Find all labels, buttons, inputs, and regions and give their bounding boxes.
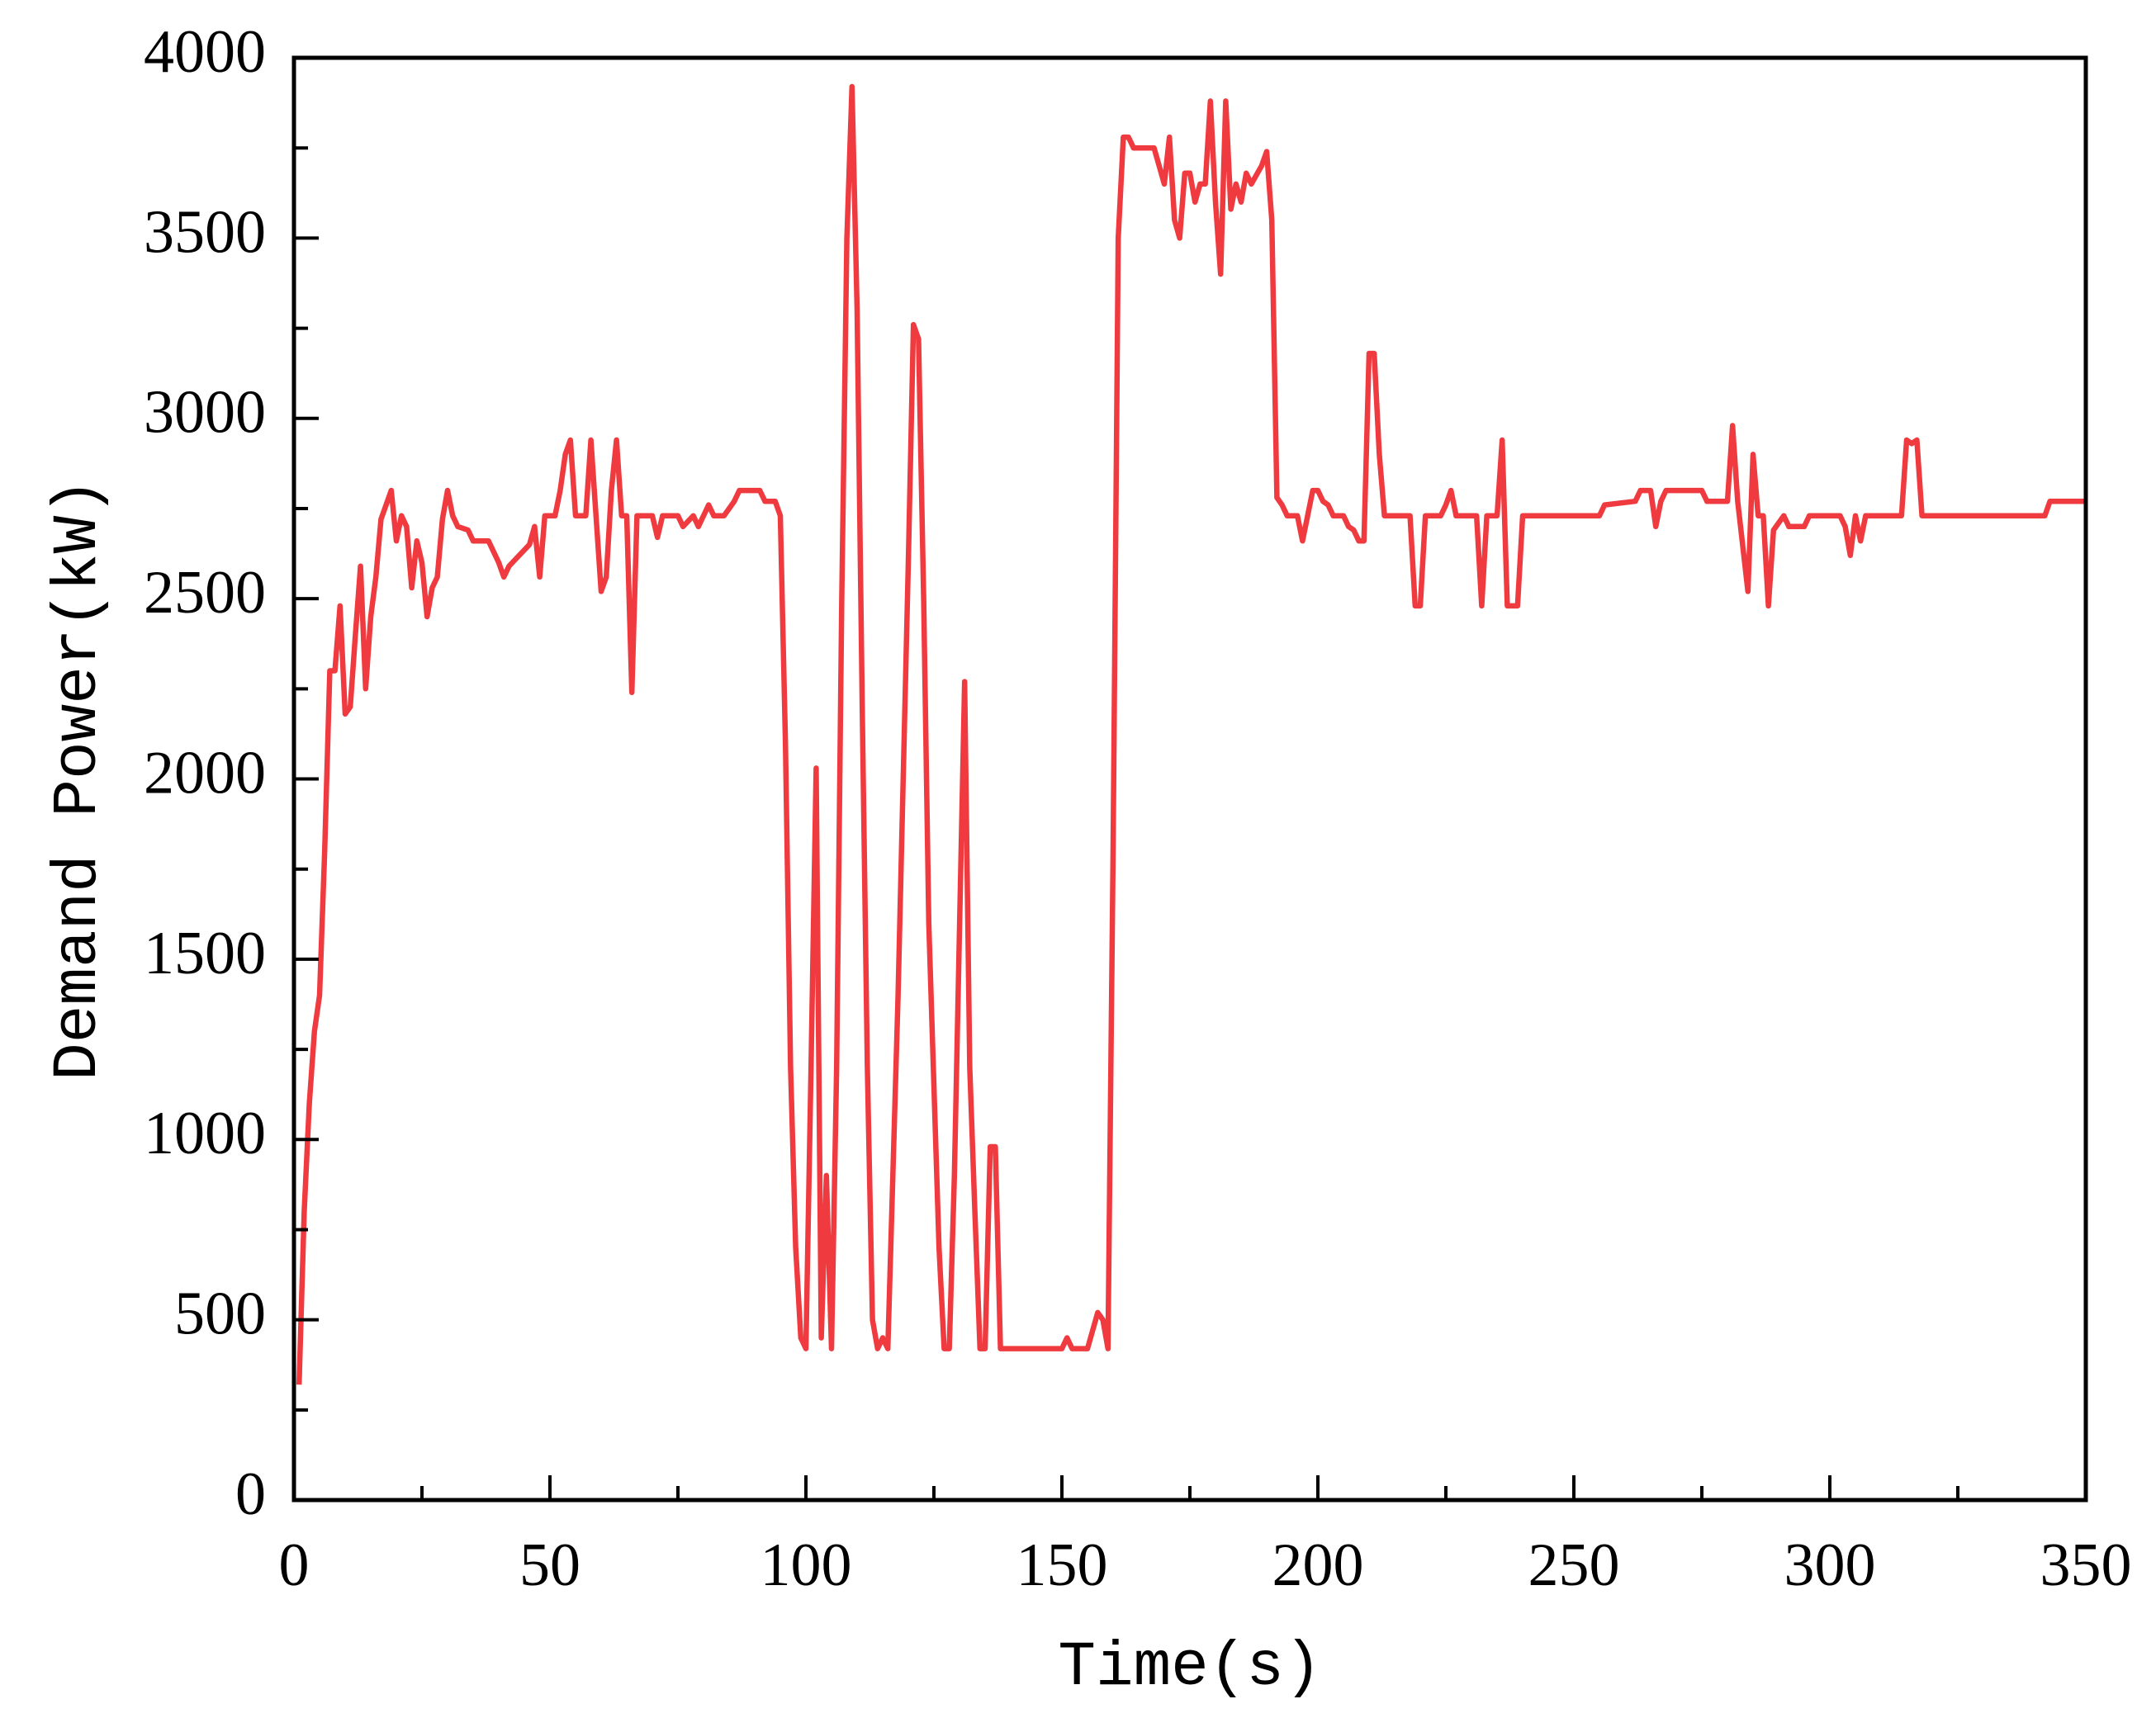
y-tick-label: 2500	[144, 559, 266, 627]
x-tick-label: 250	[1528, 1531, 1620, 1599]
y-tick-label: 3000	[144, 379, 266, 447]
y-tick-label: 0	[235, 1460, 266, 1528]
y-tick-label: 500	[174, 1280, 266, 1348]
plot-frame	[291, 55, 2088, 1503]
x-tick-label: 150	[1016, 1531, 1108, 1599]
data-line	[296, 83, 2086, 1385]
x-tick-label: 200	[1272, 1531, 1364, 1599]
x-tick-label: 350	[2040, 1531, 2132, 1599]
y-tick-label: 1000	[144, 1100, 266, 1167]
x-axis-title: Time(s)	[1058, 1632, 1321, 1703]
y-axis-title: Demand Power(kW)	[43, 478, 114, 1081]
y-tick-label: 2000	[144, 739, 266, 807]
x-tick-label: 50	[519, 1531, 580, 1599]
x-tick-label: 100	[761, 1531, 852, 1599]
y-tick-label: 3500	[144, 198, 266, 266]
x-tick-label: 300	[1784, 1531, 1876, 1599]
x-tick-label: 0	[279, 1531, 310, 1599]
y-tick-label: 4000	[144, 18, 266, 86]
y-tick-label: 1500	[144, 920, 266, 987]
